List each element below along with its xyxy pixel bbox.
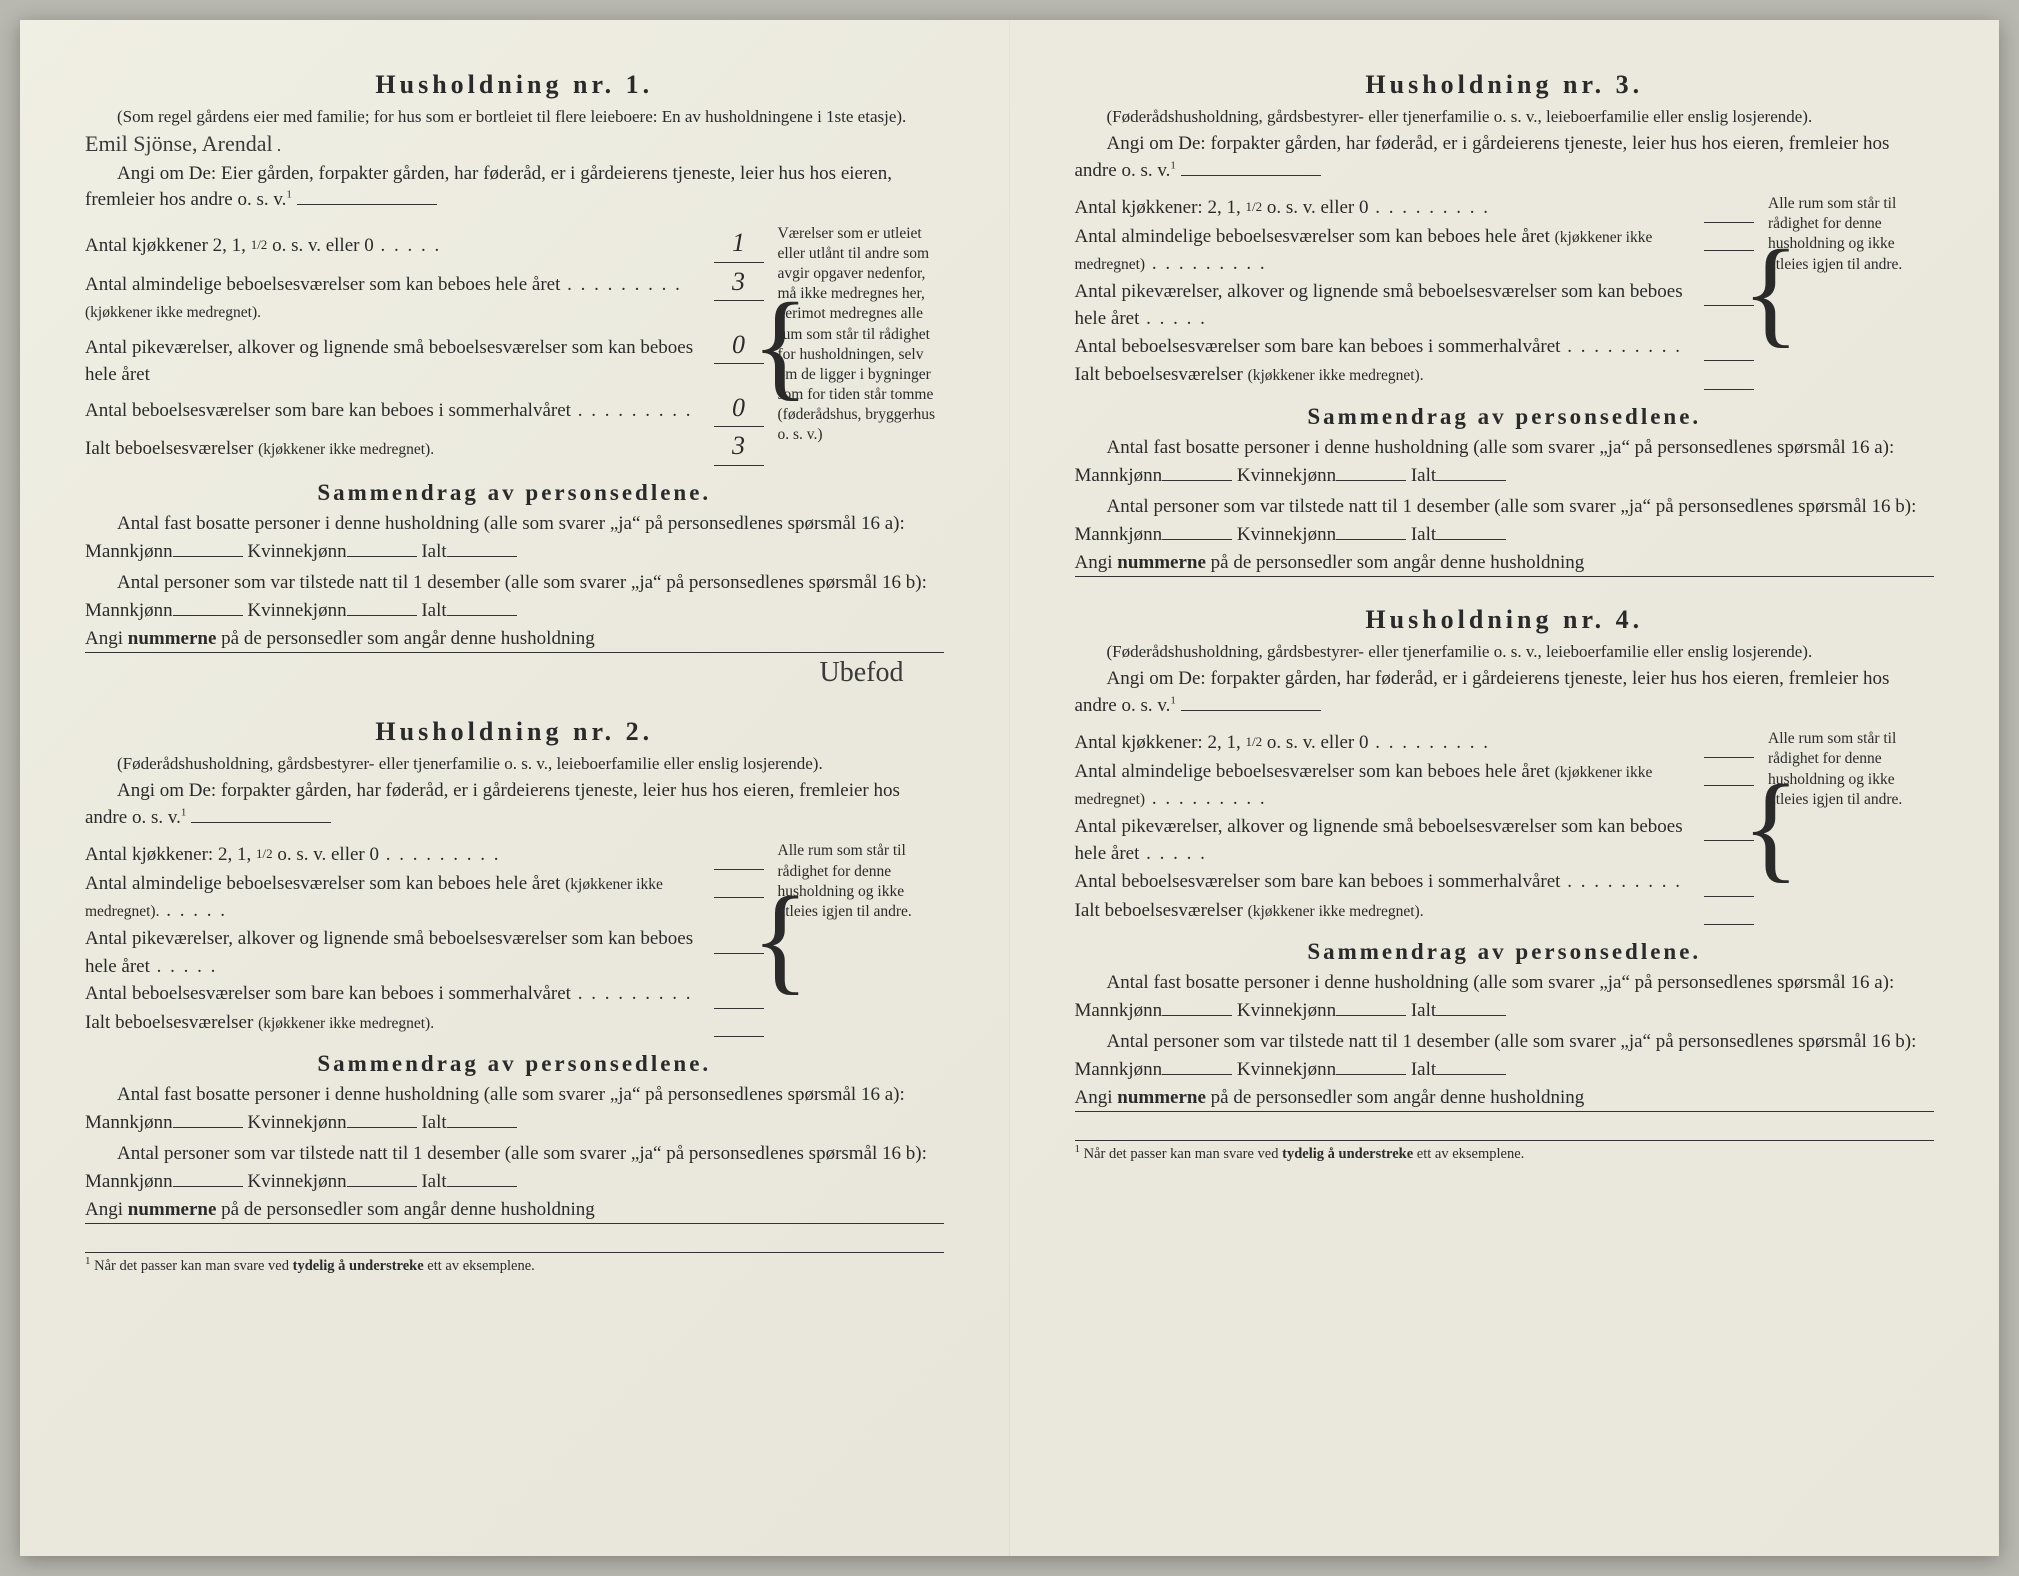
hh3-angi-num: Angi nummerne på de personsedler som ang… (1075, 552, 1935, 577)
hh1-fast: Antal fast bosatte personer i denne hush… (85, 510, 944, 565)
household-4: Husholdning nr. 4. (Føderådshusholdning,… (1075, 605, 1935, 1112)
hh4-brace-note: { Alle rum som står til rådighet for den… (1754, 729, 1934, 925)
hh3-rooms: Antal kjøkkener: 2, 1, 1/2 o. s. v. elle… (1075, 194, 1935, 390)
hh4-subhead: (Føderådshusholdning, gårdsbestyrer- ell… (1075, 641, 1935, 664)
hh4-tilstede: Antal personer som var tilstede natt til… (1075, 1028, 1935, 1083)
document-spread: Husholdning nr. 1. (Som regel gårdens ei… (20, 20, 1999, 1556)
hh1-rooms: Antal kjøkkener 2, 1, 1/2 o. s. v. eller… (85, 224, 944, 466)
hh2-subhead: (Føderådshusholdning, gårdsbestyrer- ell… (85, 753, 944, 776)
household-3: Husholdning nr. 3. (Føderådshusholdning,… (1075, 70, 1935, 577)
hh2-title: Husholdning nr. 2. (85, 717, 944, 747)
hh1-angi: Angi om De: Eier gården, forpakter gårde… (85, 161, 944, 214)
footnote-left: 1 Når det passer kan man svare ved tydel… (85, 1252, 944, 1275)
hh2-angi: Angi om De: forpakter gården, har føderå… (85, 778, 944, 831)
hh3-angi: Angi om De: forpakter gården, har føderå… (1075, 131, 1935, 184)
hh4-angi: Angi om De: forpakter gården, har føderå… (1075, 666, 1935, 719)
hh3-samm-title: Sammendrag av personsedlene. (1075, 404, 1935, 430)
brace-icon: { (1742, 194, 1800, 390)
hh4-fast: Antal fast bosatte personer i denne hush… (1075, 969, 1935, 1024)
hh3-brace-note: { Alle rum som står til rådighet for den… (1754, 194, 1934, 390)
brace-icon: { (752, 841, 810, 1037)
hh2-brace-note: { Alle rum som står til rådighet for den… (764, 841, 944, 1037)
hh3-tilstede: Antal personer som var tilstede natt til… (1075, 493, 1935, 548)
hh1-samm-title: Sammendrag av personsedlene. (85, 480, 944, 506)
hh4-rooms: Antal kjøkkener: 2, 1, 1/2 o. s. v. elle… (1075, 729, 1935, 925)
left-page: Husholdning nr. 1. (Som regel gårdens ei… (20, 20, 1010, 1556)
hh2-rooms: Antal kjøkkener: 2, 1, 1/2 o. s. v. elle… (85, 841, 944, 1037)
hh3-subhead: (Føderådshusholdning, gårdsbestyrer- ell… (1075, 106, 1935, 129)
hh2-tilstede: Antal personer som var tilstede natt til… (85, 1140, 944, 1195)
hh3-title: Husholdning nr. 3. (1075, 70, 1935, 100)
hh4-angi-num: Angi nummerne på de personsedler som ang… (1075, 1087, 1935, 1112)
hh1-tilstede: Antal personer som var tilstede natt til… (85, 569, 944, 624)
hh1-angi-num: Angi nummerne på de personsedler som ang… (85, 628, 944, 653)
hh2-fast: Antal fast bosatte personer i denne hush… (85, 1081, 944, 1136)
footnote-right: 1 Når det passer kan man svare ved tydel… (1075, 1140, 1935, 1163)
hh4-samm-title: Sammendrag av personsedlene. (1075, 939, 1935, 965)
hh2-angi-num: Angi nummerne på de personsedler som ang… (85, 1199, 944, 1224)
brace-icon: { (1742, 729, 1800, 925)
hh1-subhead: (Som regel gårdens eier med familie; for… (85, 106, 944, 159)
hh1-title: Husholdning nr. 1. (85, 70, 944, 100)
hh4-title: Husholdning nr. 4. (1075, 605, 1935, 635)
hh2-samm-title: Sammendrag av personsedlene. (85, 1051, 944, 1077)
hh1-handwritten-name: Emil Sjönse, Arendal (85, 131, 273, 156)
brace-icon: { (752, 224, 810, 466)
right-page: Husholdning nr. 3. (Føderådshusholdning,… (1010, 20, 2000, 1556)
household-1: Husholdning nr. 1. (Som regel gårdens ei… (85, 70, 944, 689)
hh3-fast: Antal fast bosatte personer i denne hush… (1075, 434, 1935, 489)
household-2: Husholdning nr. 2. (Føderådshusholdning,… (85, 717, 944, 1224)
hh1-signature: Ubefod (85, 657, 944, 689)
hh1-brace-note: { Værelser som er utleiet eller utlånt t… (764, 224, 944, 466)
